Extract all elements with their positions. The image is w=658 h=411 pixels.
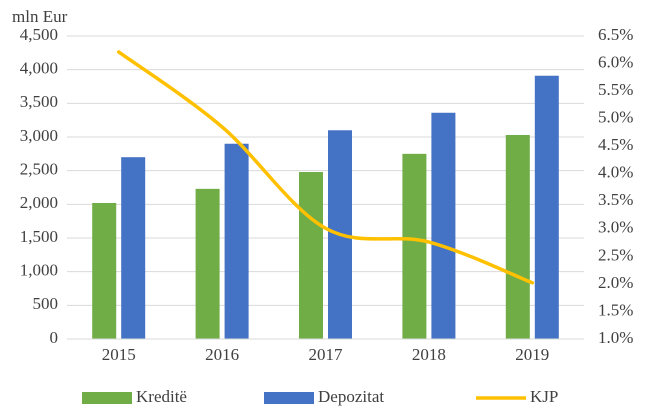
legend-label: Kreditë — [136, 387, 187, 406]
bar — [195, 188, 220, 339]
bar — [121, 157, 146, 339]
x-tick-label: 2017 — [309, 345, 344, 364]
legend-label: Depozitat — [318, 387, 384, 406]
bar — [224, 143, 249, 339]
y2-tick-label: 2.5% — [598, 245, 633, 264]
y-tick-label: 2,000 — [20, 193, 58, 212]
y2-tick-label: 6.5% — [598, 25, 633, 44]
x-tick-label: 2019 — [515, 345, 549, 364]
y-tick-label: 0 — [50, 328, 59, 347]
y2-tick-label: 6.0% — [598, 52, 633, 71]
y-tick-label: 1,000 — [20, 261, 58, 280]
y2-tick-label: 4.0% — [598, 163, 633, 182]
line — [116, 50, 535, 285]
y2-tick-label: 5.0% — [598, 108, 633, 127]
y-tick-label: 4,000 — [20, 59, 58, 78]
x-tick-label: 2018 — [412, 345, 446, 364]
legend-label: KJP — [530, 387, 558, 406]
bar — [299, 172, 323, 339]
y2-tick-label: 3.5% — [598, 190, 633, 209]
bar — [402, 153, 427, 339]
y-tick-label: 500 — [33, 294, 59, 313]
bar — [534, 75, 559, 339]
y-tick-label: 2,500 — [20, 160, 58, 179]
y2-tick-label: 3.0% — [598, 218, 633, 237]
bar — [92, 202, 117, 339]
legend-swatch — [82, 392, 132, 404]
legend-swatch — [264, 392, 314, 404]
y-axis-label: mln Eur — [12, 7, 68, 26]
y2-tick-label: 2.0% — [598, 273, 633, 292]
y2-tick-label: 5.5% — [598, 80, 633, 99]
y-tick-label: 4,500 — [20, 25, 58, 44]
bar — [505, 134, 530, 339]
bar — [431, 112, 456, 339]
y-tick-label: 3,000 — [20, 126, 58, 145]
y2-tick-label: 1.0% — [598, 328, 633, 347]
x-tick-label: 2015 — [102, 345, 136, 364]
y2-tick-label: 1.5% — [598, 300, 633, 319]
y-tick-label: 3,500 — [20, 92, 58, 111]
x-tick-label: 2016 — [205, 345, 239, 364]
y2-tick-label: 4.5% — [598, 135, 633, 154]
y-tick-label: 1,500 — [20, 227, 58, 246]
